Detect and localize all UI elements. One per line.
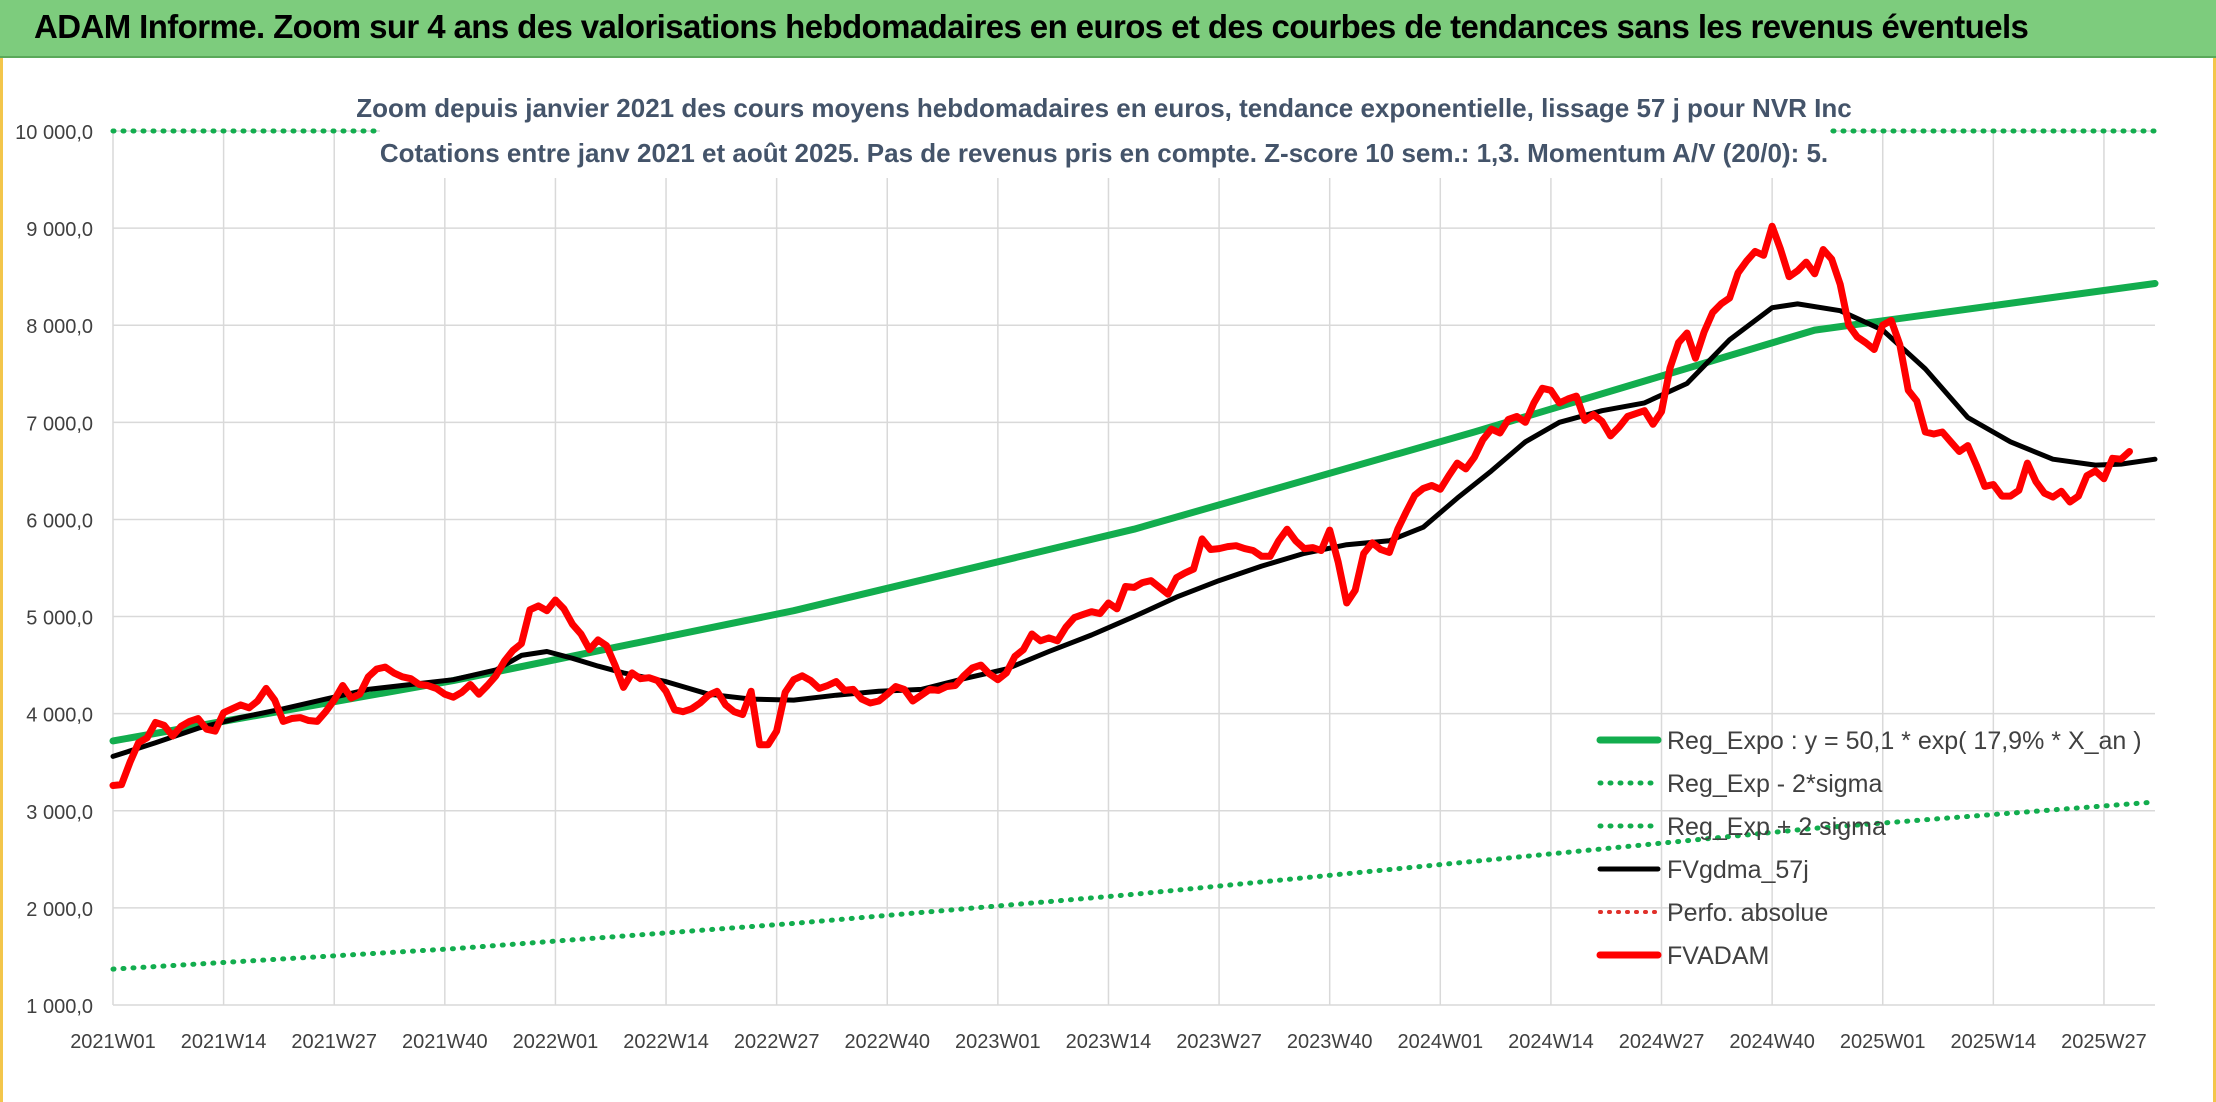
legend-reg-exp-minus-label: Reg_Exp - 2*sigma <box>1667 770 1882 798</box>
banner-title: ADAM Informe. Zoom sur 4 ans des valoris… <box>34 8 2029 45</box>
x-tick-label: 2023W01 <box>955 1031 1041 1053</box>
y-tick-label: 3 000,0 <box>26 802 93 824</box>
y-tick-label: 9 000,0 <box>26 219 93 241</box>
reg-exp-minus-2sigma-line <box>110 799 2158 972</box>
x-tick-label: 2025W27 <box>2061 1031 2147 1053</box>
x-tick-label: 2023W27 <box>1176 1031 1262 1053</box>
x-tick-label: 2022W40 <box>844 1031 930 1053</box>
y-tick-label: 2 000,0 <box>26 899 93 921</box>
x-tick-label: 2022W01 <box>513 1031 599 1053</box>
legend-fvgdma-label: FVgdma_57j <box>1667 856 1809 884</box>
x-tick-label: 2024W40 <box>1729 1031 1815 1053</box>
chart-subtitle-line1: Zoom depuis janvier 2021 des cours moyen… <box>356 93 1851 123</box>
x-axis-ticks: 2021W01 2021W14 2021W27 2021W40 2022W01 2022W… <box>70 1031 2147 1053</box>
x-tick-label: 2021W14 <box>181 1031 267 1053</box>
y-tick-label: 5 000,0 <box>26 608 93 630</box>
fvadam-line <box>109 222 2133 789</box>
x-tick-label: 2025W01 <box>1840 1031 1926 1053</box>
legend-reg-exp-plus-label: Reg_Exp + 2 sigma <box>1667 813 1886 841</box>
y-tick-label: 1 000,0 <box>26 996 93 1018</box>
chart-subtitle-line2: Cotations entre janv 2021 et août 2025. … <box>380 138 1828 168</box>
y-tick-label: 4 000,0 <box>26 705 93 727</box>
subtitle-backdrop <box>380 78 1830 178</box>
x-tick-label: 2022W27 <box>734 1031 820 1053</box>
y-tick-label: 8 000,0 <box>26 316 93 338</box>
y-tick-label: 6 000,0 <box>26 510 93 532</box>
x-tick-label: 2021W27 <box>291 1031 377 1053</box>
y-tick-label: 7 000,0 <box>26 413 93 435</box>
gridlines <box>112 130 2155 1006</box>
legend-reg-expo-label: Reg_Expo : y = 50,1 * exp( 17,9% * X_an … <box>1667 727 2142 755</box>
right-border <box>2213 58 2216 1102</box>
x-tick-label: 2024W14 <box>1508 1031 1594 1053</box>
reg-expo-line <box>109 280 2159 745</box>
fvgdma-57j-line <box>110 301 2158 759</box>
x-tick-label: 2022W14 <box>623 1031 709 1053</box>
x-tick-label: 2024W01 <box>1397 1031 1483 1053</box>
y-tick-label: 10 000,0 <box>15 122 93 144</box>
x-tick-label: 2025W14 <box>1951 1031 2037 1053</box>
y-axis-ticks: 1 000,0 2 000,0 3 000,0 4 000,0 5 000,0 6 000… <box>15 122 93 1018</box>
series-layer <box>109 128 2159 972</box>
x-tick-label: 2021W40 <box>402 1031 488 1053</box>
x-tick-label: 2024W27 <box>1619 1031 1705 1053</box>
left-border <box>0 58 3 1102</box>
x-tick-label: 2023W14 <box>1066 1031 1152 1053</box>
title-banner: ADAM Informe. Zoom sur 4 ans des valoris… <box>0 0 2216 58</box>
x-tick-label: 2021W01 <box>70 1031 156 1053</box>
legend: Reg_Expo : y = 50,1 * exp( 17,9% * X_an … <box>1596 727 2142 970</box>
x-tick-label: 2023W40 <box>1287 1031 1373 1053</box>
legend-perfo-label: Perfo. absolue <box>1667 899 1828 927</box>
legend-fvadam-label: FVADAM <box>1667 942 1769 970</box>
